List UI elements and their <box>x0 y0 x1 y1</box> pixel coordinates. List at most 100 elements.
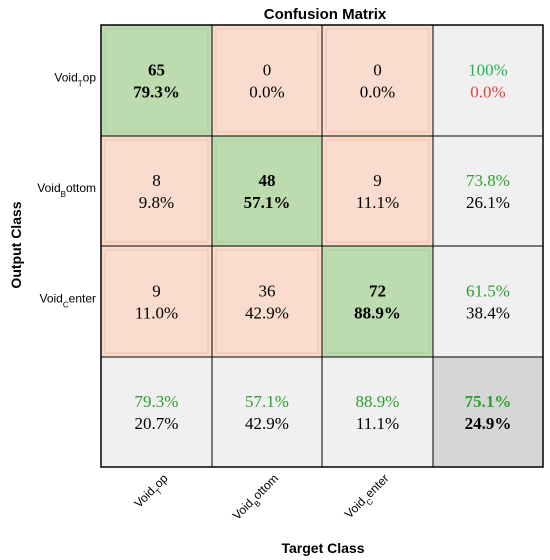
matrix-cell-value: 36 <box>259 282 276 301</box>
matrix-cell: 65 79.3% <box>100 24 213 137</box>
column-summary-cell: 79.3% 20.7% <box>100 356 213 468</box>
row-summary-cell-percent: 38.4% <box>466 304 510 323</box>
column-summary-cell-percent: 42.9% <box>245 414 289 433</box>
matrix-cell-bg <box>321 135 434 247</box>
y-tick-sub: C <box>63 301 69 310</box>
matrix-cell: 36 42.9% <box>211 245 323 358</box>
x-tick-sub: C <box>365 497 376 508</box>
matrix-cell-value: 0 <box>373 61 382 80</box>
matrix-cell-value: 9 <box>152 282 161 301</box>
x-tick-base: Void <box>342 495 368 521</box>
matrix-cell-value: 8 <box>152 171 161 190</box>
row-summary-cell-value: 73.8% <box>466 171 510 190</box>
matrix-cell-percent: 0.0% <box>360 83 395 102</box>
matrix-frame <box>100 24 544 468</box>
matrix-cells: 65 79.3% 0 0.0% 0 0.0% 100% 0.0% 8 9.8% 48 57.1% 9 11… <box>100 24 544 468</box>
x-tick-label: VoidTop <box>131 471 173 513</box>
column-summary-cell-percent: 11.1% <box>356 414 399 433</box>
matrix-cell-value: 48 <box>259 171 276 190</box>
matrix-cell-percent: 11.0% <box>135 304 178 323</box>
chart-title: Confusion Matrix <box>264 6 387 23</box>
row-summary-cell-bg <box>432 135 544 247</box>
row-summary-cell: 61.5% 38.4% <box>432 245 544 358</box>
x-tick-label: VoidBottom <box>230 471 284 525</box>
matrix-cell-value: 72 <box>369 282 386 301</box>
y-tick-label: VoidCenter <box>40 292 97 310</box>
overall-summary-cell-percent: 24.9% <box>465 414 512 433</box>
matrix-cell-inner-border <box>215 249 319 354</box>
y-tick-label: VoidBottom <box>37 181 96 199</box>
y-tick-label: VoidTop <box>54 71 96 89</box>
matrix-cell: 0 0.0% <box>321 24 434 137</box>
matrix-cell-bg <box>211 24 323 137</box>
y-tick-rest: ottom <box>66 181 96 195</box>
matrix-cell-inner-border <box>215 139 319 243</box>
y-tick-rest: op <box>83 71 97 85</box>
matrix-cell-percent: 0.0% <box>249 83 284 102</box>
row-summary-cell-bg <box>432 24 544 137</box>
matrix-cell-percent: 79.3% <box>133 83 180 102</box>
column-summary-cell-value: 57.1% <box>245 392 289 411</box>
y-tick-sub: B <box>61 190 66 199</box>
overall-summary-cell-bg <box>432 356 544 468</box>
overall-summary-cell: 75.1% 24.9% <box>432 356 544 468</box>
x-tick-base: Void <box>230 496 256 522</box>
matrix-cell-inner-border <box>325 139 430 243</box>
matrix-cell-percent: 11.1% <box>356 193 399 212</box>
x-tick-rest: enter <box>362 471 391 500</box>
matrix-cell-bg <box>211 245 323 358</box>
column-summary-cell-bg <box>211 356 323 468</box>
matrix-cell: 9 11.1% <box>321 135 434 247</box>
matrix-cell-inner-border <box>325 249 430 354</box>
matrix-cell-bg <box>100 245 213 358</box>
y-tick-sub: T <box>78 80 83 89</box>
column-summary-cell-bg <box>321 356 434 468</box>
matrix-cell-inner-border <box>325 28 430 133</box>
x-tick-base: Void <box>131 484 157 510</box>
matrix-cell: 9 11.0% <box>100 245 213 358</box>
y-tick-base: Void <box>40 292 63 306</box>
column-summary-cell-bg <box>100 356 213 468</box>
column-summary-cell: 57.1% 42.9% <box>211 356 323 468</box>
column-summary-cell-value: 79.3% <box>135 392 179 411</box>
x-tick-sub: T <box>154 487 164 497</box>
x-tick-rest: ottom <box>250 471 281 502</box>
matrix-cell-value: 65 <box>148 61 165 80</box>
matrix-cell-bg <box>211 135 323 247</box>
matrix-cell-bg <box>100 24 213 137</box>
y-tick-base: Void <box>54 71 77 85</box>
matrix-cell-bg <box>321 24 434 137</box>
y-tick-base: Void <box>37 181 60 195</box>
x-tick-rest: op <box>151 471 171 491</box>
column-summary-cell: 88.9% 11.1% <box>321 356 434 468</box>
column-summary-cell-percent: 20.7% <box>135 414 179 433</box>
matrix-cell-percent: 42.9% <box>245 304 289 323</box>
y-axis-label: Output Class <box>8 201 24 288</box>
row-summary-cell-value: 100% <box>468 61 508 80</box>
x-tick-label: VoidCenter <box>342 471 395 524</box>
overall-summary-cell-value: 75.1% <box>465 392 512 411</box>
row-summary-cell-bg <box>432 245 544 358</box>
matrix-cell-inner-border <box>104 28 209 133</box>
matrix-cell-percent: 9.8% <box>139 193 174 212</box>
row-summary-cell-percent: 26.1% <box>466 193 510 212</box>
column-summary-cell-value: 88.9% <box>356 392 400 411</box>
matrix-cell-inner-border <box>104 139 209 243</box>
matrix-cell: 72 88.9% <box>321 245 434 358</box>
matrix-cell: 48 57.1% <box>211 135 323 247</box>
x-axis-label: Target Class <box>282 540 365 556</box>
matrix-cell-bg <box>321 245 434 358</box>
matrix-cell-inner-border <box>104 249 209 354</box>
matrix-cell-percent: 88.9% <box>354 304 401 323</box>
row-summary-cell-percent: 0.0% <box>470 83 505 102</box>
row-summary-cell: 73.8% 26.1% <box>432 135 544 247</box>
matrix-cell-value: 9 <box>373 171 382 190</box>
row-summary-cell: 100% 0.0% <box>432 24 544 137</box>
matrix-cell-bg <box>100 135 213 247</box>
row-summary-cell-value: 61.5% <box>466 282 510 301</box>
matrix-cell-percent: 57.1% <box>244 193 291 212</box>
x-tick-sub: B <box>253 499 263 509</box>
matrix-cell-inner-border <box>215 28 319 133</box>
